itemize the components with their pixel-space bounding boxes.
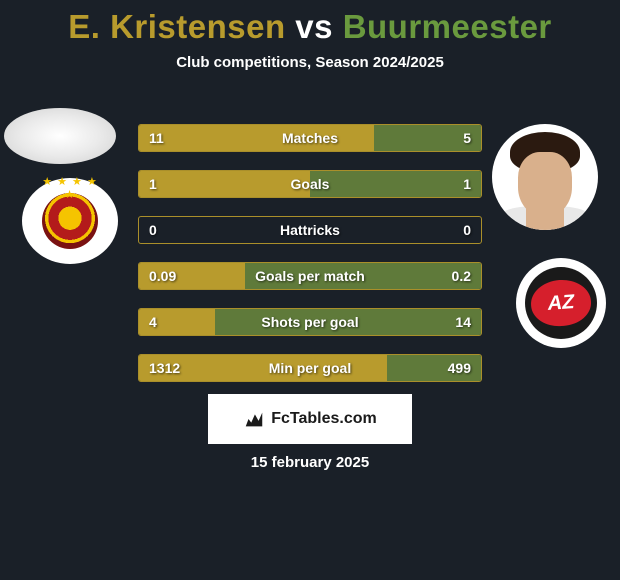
stat-row: 00Hattricks (138, 216, 482, 244)
stat-label: Min per goal (139, 355, 481, 381)
club-right-badge: AZ (516, 258, 606, 348)
player-left-avatar (4, 108, 116, 164)
player-right-avatar (492, 124, 598, 230)
az-icon: AZ (529, 278, 592, 328)
footer-brand-box: FcTables.com (208, 394, 412, 444)
stat-row: 414Shots per goal (138, 308, 482, 336)
stat-row: 115Matches (138, 124, 482, 152)
fctables-logo-icon (243, 408, 265, 430)
stat-label: Goals (139, 171, 481, 197)
stat-label: Matches (139, 125, 481, 151)
stat-row: 11Goals (138, 170, 482, 198)
stat-label: Hattricks (139, 217, 481, 243)
comparison-title: E. Kristensen vs Buurmeester (0, 0, 620, 46)
footer-brand-text: FcTables.com (271, 410, 377, 428)
player-left-name: E. Kristensen (68, 8, 285, 45)
date-text: 15 february 2025 (0, 454, 620, 471)
player-right-name: Buurmeester (343, 8, 552, 45)
subtitle: Club competitions, Season 2024/2025 (0, 54, 620, 71)
vs-text: vs (286, 8, 343, 45)
stat-row: 1312499Min per goal (138, 354, 482, 382)
stat-label: Goals per match (139, 263, 481, 289)
stat-label: Shots per goal (139, 309, 481, 335)
galatasaray-icon: ★ ★ ★ ★ ★ (42, 193, 98, 249)
stats-container: 115Matches 11Goals 00Hattricks 0.090.2Goals… (138, 124, 482, 400)
stat-row: 0.090.2Goals per match (138, 262, 482, 290)
stars-icon: ★ ★ ★ ★ ★ (36, 175, 104, 201)
club-left-badge: ★ ★ ★ ★ ★ (22, 178, 118, 264)
